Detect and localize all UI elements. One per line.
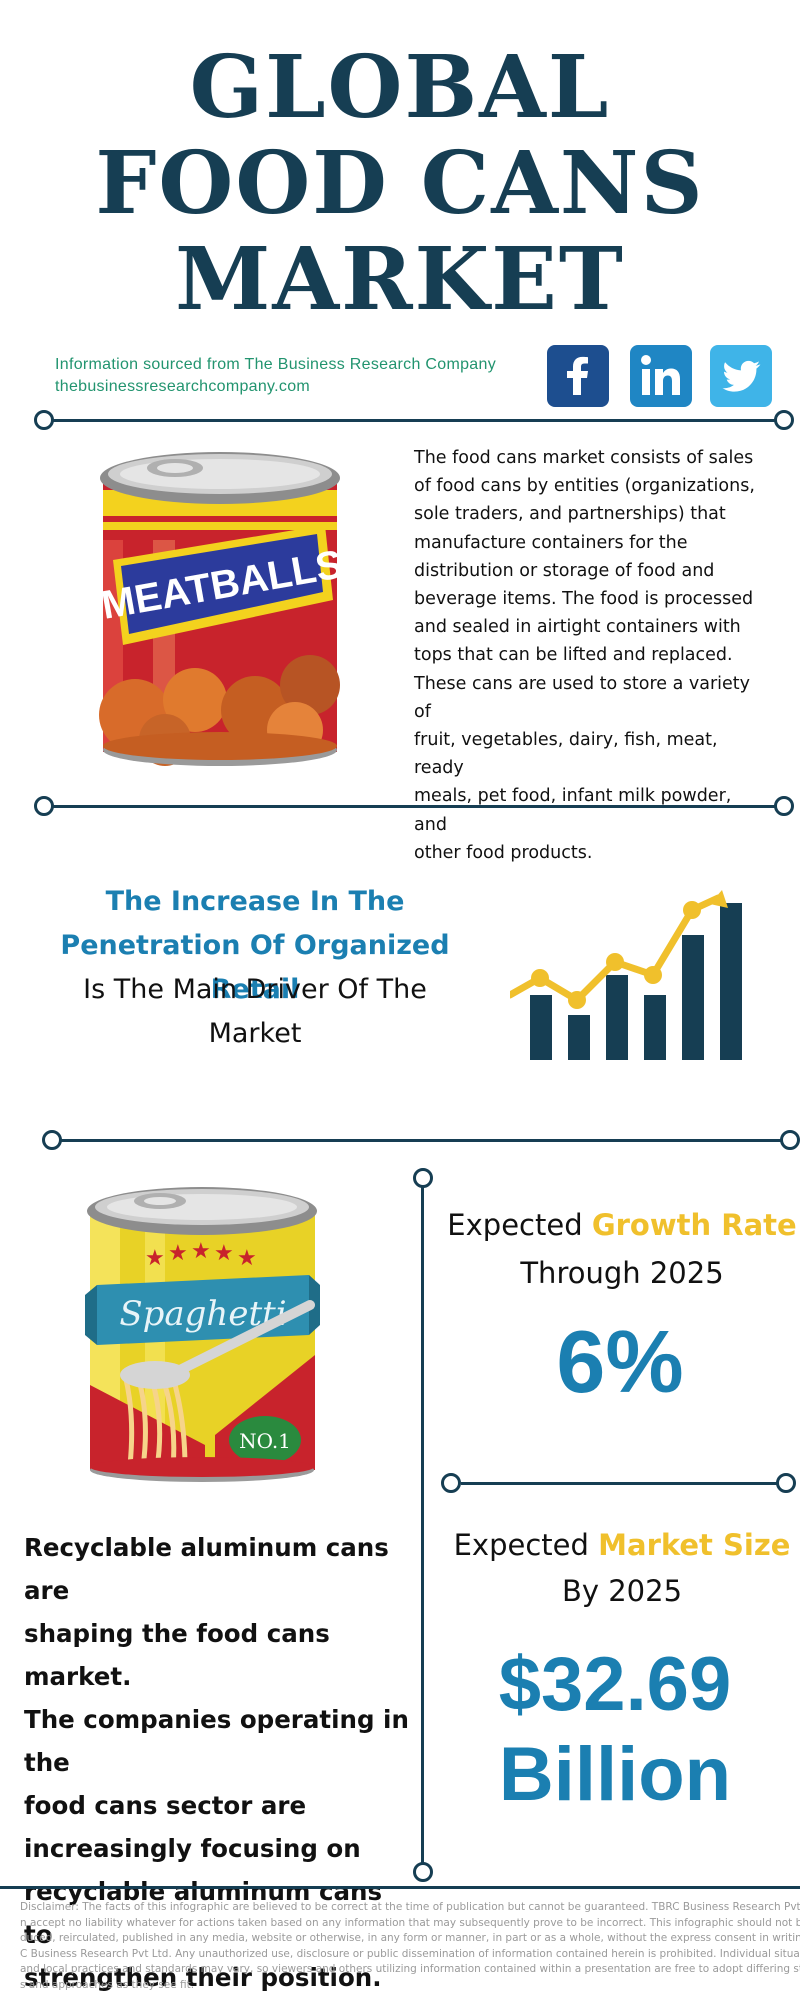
divider-node — [34, 796, 54, 816]
trend-line: Recyclable aluminum cans are — [24, 1533, 389, 1605]
divider-node — [774, 410, 794, 430]
trend-line: The companies operating in the — [24, 1705, 409, 1777]
star-icon: ★ — [145, 1246, 165, 1271]
twitter-icon[interactable] — [710, 345, 772, 407]
trend-line: food cans sector are — [24, 1791, 307, 1820]
description-line: fruit, vegetables, dairy, fish, meat, re… — [414, 730, 718, 779]
description-line: tops that can be lifted and replaced. — [414, 645, 733, 666]
facebook-icon[interactable] — [547, 345, 609, 407]
driver-text-line-2: Market — [208, 1018, 302, 1049]
description-line: of food cans by entities (organizations, — [414, 476, 755, 497]
divider-node — [774, 796, 794, 816]
divider-node — [413, 1862, 433, 1882]
description-line: and sealed in airtight containers with — [414, 617, 741, 638]
market-size-unit: Billion — [498, 1732, 732, 1817]
meatballs-can-illustration: MEATBALLS — [98, 452, 345, 766]
disclaimer: Disclaimer: The facts of this infographi… — [20, 1900, 800, 1993]
divider-line — [52, 1139, 790, 1142]
star-icon: ★ — [168, 1241, 188, 1266]
trend-line: increasingly focusing on — [24, 1834, 361, 1863]
spaghetti-can-illustration: Spaghetti ★ ★ ★ ★ ★ NO.1 — [85, 1187, 320, 1482]
page-title-line-3: MARKET — [175, 229, 625, 330]
divider-node — [780, 1130, 800, 1150]
divider-line — [461, 1482, 786, 1485]
driver-highlight-line-2: Penetration Of Organized Retail — [60, 930, 450, 1005]
growth-rate-value: 6% — [556, 1312, 684, 1411]
growth-chart-icon — [510, 890, 742, 1060]
source-url-link[interactable]: thebusinessresearchcompany.com — [55, 378, 311, 395]
description-line: manufacture containers for the — [414, 532, 688, 553]
linkedin-icon[interactable] — [630, 345, 692, 407]
star-icon: ★ — [214, 1241, 234, 1266]
trend-text: Recyclable aluminum cans are shaping the… — [24, 1526, 414, 1999]
driver-highlight-line-1: The Increase In The — [105, 886, 405, 917]
star-icon: ★ — [237, 1246, 257, 1271]
page-title-line-1: GLOBAL — [189, 37, 611, 138]
disclaimer-line: duced, reirculated, published in any med… — [20, 1932, 800, 1944]
page-title-line-2: FOOD CANS — [95, 133, 705, 234]
vertical-divider — [421, 1182, 424, 1868]
growth-label-line-1: Expected Growth Rate — [447, 1208, 797, 1242]
divider-node — [441, 1473, 461, 1493]
growth-label-line-2: Through 2025 — [520, 1256, 724, 1290]
divider-line — [44, 805, 784, 808]
market-size-label-line-2: By 2025 — [561, 1574, 683, 1608]
description-line: other food products. — [414, 842, 593, 863]
market-size-value: $32.69 — [498, 1642, 732, 1727]
description-line: sole traders, and partnerships) that — [414, 504, 726, 525]
trend-line: shaping the food cans market. — [24, 1619, 330, 1691]
market-description: The food cans market consists of sales o… — [414, 444, 764, 867]
description-line: The food cans market consists of sales — [414, 448, 754, 468]
divider-node — [34, 410, 54, 430]
disclaimer-line: s and approaches as they see fit. — [20, 1978, 195, 1991]
driver-text-line-1: Is The Main Driver Of The — [83, 974, 427, 1005]
description-line: meals, pet food, infant milk powder, and — [414, 786, 732, 835]
divider-node — [413, 1168, 433, 1188]
description-line: These cans are used to store a variety o… — [414, 673, 750, 722]
footer-divider — [0, 1886, 800, 1889]
divider-node — [42, 1130, 62, 1150]
trend-line: recyclable aluminum cans to — [24, 1877, 383, 1949]
trend-line: strengthen their position. — [24, 1963, 382, 1992]
divider-node — [776, 1473, 796, 1493]
divider-line — [44, 419, 784, 422]
description-line: distribution or storage of food and — [414, 560, 715, 581]
disclaimer-line: C Business Research Pvt Ltd. Any unautho… — [20, 1947, 800, 1960]
source-text: Information sourced from The Business Re… — [55, 356, 496, 373]
disclaimer-line: and local practices and standards may va… — [20, 1963, 800, 1975]
description-line: beverage items. The food is processed — [414, 589, 754, 610]
can-badge-text: NO.1 — [239, 1429, 291, 1453]
market-size-label-line-1: Expected Market Size — [453, 1528, 791, 1562]
disclaimer-line: n accept no liability whatever for actio… — [20, 1916, 800, 1929]
disclaimer-line: Disclaimer: The facts of this infographi… — [20, 1901, 800, 1913]
star-icon: ★ — [191, 1239, 211, 1264]
